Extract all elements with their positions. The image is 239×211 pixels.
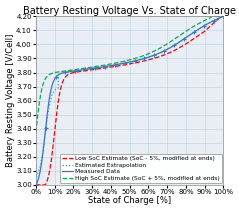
Line: Measured Data: Measured Data [36,16,223,185]
Estimated Extrapolation [34,175,37,178]
Low SoC Estimate (SoC - 5%, modified at ends) [117,65,120,67]
High SoC Estimate (SoC + 5%, modified at ends) [184,30,187,33]
Measured Data [117,63,120,66]
High SoC Estimate (SoC + 5%, modified at ends) [222,15,225,18]
High SoC Estimate (SoC + 5%, modified at ends) [110,62,113,65]
Y-axis label: Battery Resting Voltage [V/Cell]: Battery Resting Voltage [V/Cell] [5,34,15,167]
Measured Data [184,37,187,39]
Measured Data [54,77,56,80]
Estimated Extrapolation [163,49,166,52]
Legend: Low SoC Estimate (SoC - 5%, modified at ends), Estimated Extrapolation, Measured: Low SoC Estimate (SoC - 5%, modified at … [60,154,222,183]
Low SoC Estimate (SoC - 5%, modified at ends) [54,127,56,130]
Measured Data [110,64,113,67]
Low SoC Estimate (SoC - 5%, modified at ends) [163,54,166,56]
Measured Data [222,15,225,18]
Estimated Extrapolation [117,63,120,65]
High SoC Estimate (SoC + 5%, modified at ends) [181,32,184,35]
Low SoC Estimate (SoC - 5%, modified at ends) [34,184,37,186]
Low SoC Estimate (SoC - 5%, modified at ends) [220,15,223,18]
Low SoC Estimate (SoC - 5%, modified at ends) [184,43,187,45]
Low SoC Estimate (SoC - 5%, modified at ends) [110,66,113,68]
Title: Battery Resting Voltage Vs. State of Charge: Battery Resting Voltage Vs. State of Cha… [23,5,236,16]
High SoC Estimate (SoC + 5%, modified at ends) [54,71,56,74]
X-axis label: State of Charge [%]: State of Charge [%] [88,196,171,206]
Measured Data [181,39,184,42]
Low SoC Estimate (SoC - 5%, modified at ends) [181,45,184,47]
Estimated Extrapolation [35,175,38,178]
Measured Data [163,49,166,52]
Estimated Extrapolation [181,39,184,41]
Estimated Extrapolation [110,64,113,67]
High SoC Estimate (SoC + 5%, modified at ends) [34,131,37,133]
Estimated Extrapolation [222,15,225,18]
Estimated Extrapolation [184,37,187,39]
High SoC Estimate (SoC + 5%, modified at ends) [117,61,120,64]
Estimated Extrapolation [54,88,57,91]
High SoC Estimate (SoC + 5%, modified at ends) [211,15,213,18]
Low SoC Estimate (SoC - 5%, modified at ends) [222,15,225,18]
Line: Low SoC Estimate (SoC - 5%, modified at ends): Low SoC Estimate (SoC - 5%, modified at … [36,16,223,185]
Line: High SoC Estimate (SoC + 5%, modified at ends): High SoC Estimate (SoC + 5%, modified at… [36,16,223,132]
Measured Data [34,184,37,186]
High SoC Estimate (SoC + 5%, modified at ends) [163,44,166,47]
Line: Estimated Extrapolation: Estimated Extrapolation [36,16,223,177]
